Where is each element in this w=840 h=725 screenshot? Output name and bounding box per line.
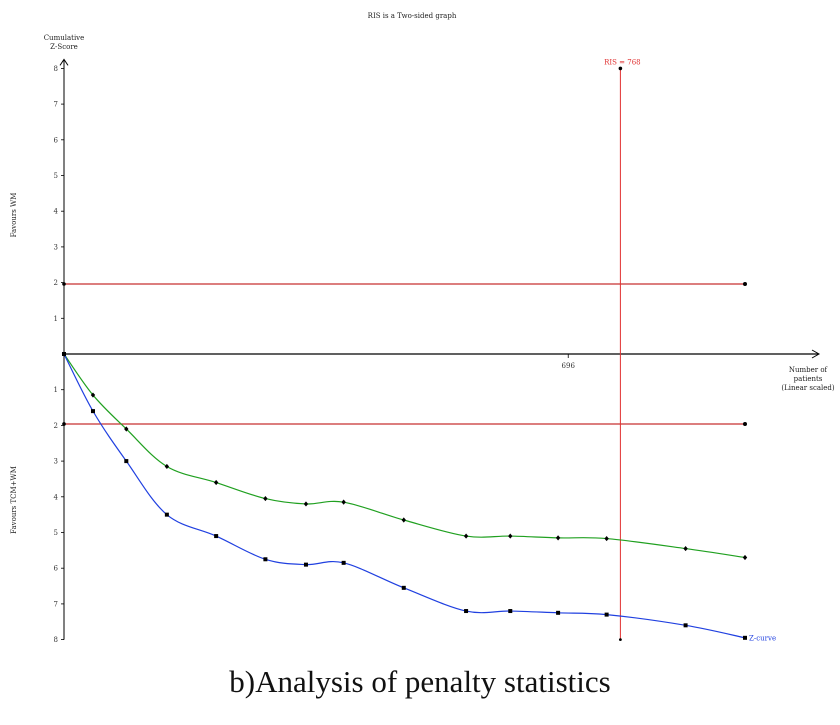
series-2-point: [401, 585, 406, 590]
figure-caption: b)Analysis of penalty statistics: [229, 664, 611, 699]
series-2-point: [464, 609, 469, 614]
y-tick-label: 3: [54, 243, 58, 251]
series-2-point: [683, 623, 688, 628]
x-ticks: 696: [562, 354, 576, 370]
series-2-point: [341, 560, 346, 565]
ris-marker-top: [618, 66, 623, 71]
series-2-point: [263, 557, 268, 562]
y-tick-label: 2: [54, 279, 58, 287]
y-tick-label: 2: [54, 422, 58, 430]
series-2-point: [556, 610, 561, 615]
y-tick-label: 7: [54, 101, 58, 109]
series-1-point: [742, 554, 748, 561]
ris-label: RIS = 768: [604, 58, 641, 66]
x-axis-title-text-3: (Linear scaled): [781, 384, 835, 392]
axes: [59, 58, 821, 640]
y-tick-label: 7: [54, 600, 58, 608]
x-tick-label: 696: [562, 362, 576, 370]
y-axis-title-text: Cumulative: [44, 34, 85, 42]
ris-marker-bottom: [618, 638, 622, 641]
series-2-point: [303, 562, 308, 567]
chart-area: RIS is a Two-sided graph Cumulative Z-Sc…: [10, 12, 835, 644]
boundary-lines: [62, 282, 747, 426]
boundary-marker: [743, 421, 747, 426]
y-axis-arrow: [59, 58, 69, 66]
series-1-point: [555, 535, 561, 541]
y-tick-label: 4: [54, 208, 59, 216]
series-1-point: [90, 392, 96, 398]
boundary-marker: [62, 422, 66, 426]
series-1-point: [164, 463, 170, 470]
series-line-1: [63, 353, 746, 559]
series-2-point: [604, 612, 609, 617]
ris-line-group: RIS = 768: [604, 58, 641, 641]
boundary-marker: [743, 282, 747, 287]
y-tick-label: 3: [54, 458, 58, 466]
series-1-point: [303, 501, 309, 507]
y-axis-title: Cumulative Z-Score: [44, 34, 85, 51]
series-1-point: [683, 545, 688, 552]
y-tick-label: 8: [54, 636, 58, 644]
y-axis-title-text-2: Z-Score: [50, 43, 78, 51]
favours-top-label: Favours WM: [10, 193, 18, 238]
x-axis-title-text-2: patients: [794, 375, 823, 383]
series-2-point: [90, 409, 95, 414]
favours-bottom-label: Favours TCM+WM: [10, 466, 18, 534]
series-2-point: [508, 609, 513, 614]
series-2-point: [214, 534, 219, 539]
series-1-point: [401, 517, 406, 523]
y-tick-label: 6: [54, 136, 59, 144]
series-1-point: [124, 426, 129, 432]
y-tick-label: 1: [54, 386, 58, 394]
y-tick-label: 5: [54, 172, 58, 180]
series-label-2: Z-curve: [749, 634, 776, 642]
series-1-point: [463, 533, 469, 539]
x-axis-title-text: Number of: [789, 366, 829, 374]
series-1-point: [341, 499, 346, 505]
chart-title: RIS is a Two-sided graph: [368, 12, 457, 20]
series-1-point: [508, 533, 513, 539]
series-2-point: [743, 635, 747, 640]
y-tick-label: 6: [54, 565, 59, 573]
y-tick-label: 1: [54, 315, 58, 323]
y-tick-label: 4: [54, 493, 59, 501]
series-2-point: [164, 512, 169, 517]
boundary-marker: [62, 282, 66, 286]
x-axis-title: Number of patients (Linear scaled): [781, 366, 835, 392]
y-tick-label: 8: [54, 65, 58, 73]
series-1-point: [263, 495, 268, 502]
series-2-point: [62, 352, 66, 356]
series-line-2: [63, 353, 746, 639]
series-group: Z-curve: [61, 351, 776, 642]
x-axis-arrow: [811, 349, 821, 359]
y-ticks: 8 7 6 5 4 3 2 1 1 2 3 4 5 6 7 8: [54, 65, 64, 644]
series-2-point: [124, 459, 129, 464]
series-1-point: [604, 535, 609, 542]
series-1-point: [213, 479, 219, 486]
y-tick-label: 5: [54, 529, 58, 537]
